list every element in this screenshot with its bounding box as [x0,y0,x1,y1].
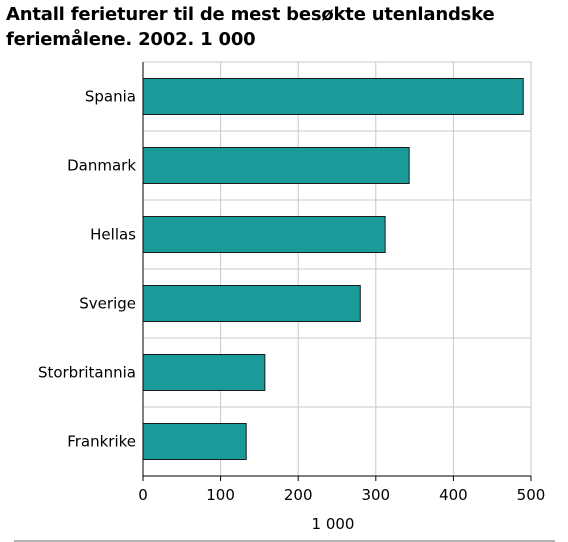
chart-title: Antall ferieturer til de mest besøkte ut… [6,4,495,50]
category-label-storbritannia: Storbritannia [38,364,136,382]
x-tick-label: 100 [206,486,235,504]
category-label-danmark: Danmark [67,157,136,175]
bar-hellas [142,216,386,253]
category-label-frankrike: Frankrike [67,433,136,451]
x-tick-label: 0 [138,486,148,504]
bar-storbritannia [142,354,266,391]
x-axis-label: 1 000 [312,515,355,533]
category-label-hellas: Hellas [90,226,136,244]
x-tick-label: 400 [439,486,468,504]
category-label-spania: Spania [85,88,136,106]
category-label-sverige: Sverige [79,295,136,313]
bar-sverige [142,285,361,322]
x-tick-label: 500 [517,486,546,504]
grid-layer [142,62,532,476]
axis-layer [142,62,532,481]
x-tick-label: 300 [361,486,390,504]
category-labels: Spania Danmark Hellas Sverige Storbritannia F… [38,88,136,451]
bar-spania [142,78,524,115]
bar-frankrike [142,423,247,460]
x-tick-label: 200 [284,486,313,504]
bar-danmark [142,147,410,184]
tick-labels: 0 100 200 300 400 500 [138,486,545,504]
bars-layer [142,78,524,460]
